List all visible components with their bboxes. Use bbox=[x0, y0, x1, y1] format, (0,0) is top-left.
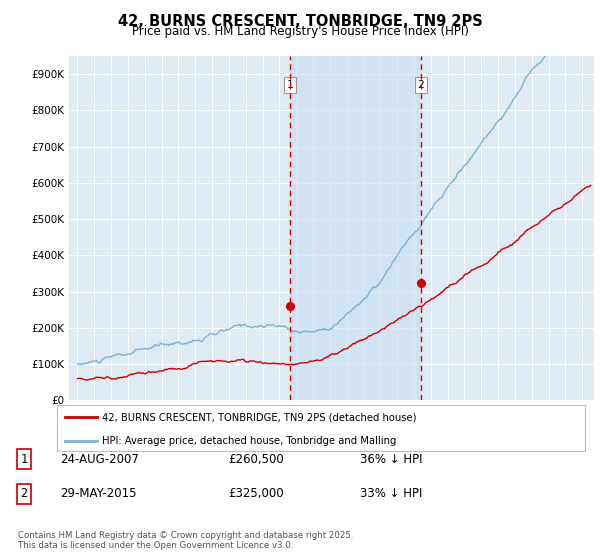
Text: HPI: Average price, detached house, Tonbridge and Malling: HPI: Average price, detached house, Tonb… bbox=[102, 436, 396, 446]
Text: Contains HM Land Registry data © Crown copyright and database right 2025.
This d: Contains HM Land Registry data © Crown c… bbox=[18, 531, 353, 550]
Text: £325,000: £325,000 bbox=[228, 487, 284, 501]
Text: 42, BURNS CRESCENT, TONBRIDGE, TN9 2PS: 42, BURNS CRESCENT, TONBRIDGE, TN9 2PS bbox=[118, 14, 482, 29]
Text: 29-MAY-2015: 29-MAY-2015 bbox=[60, 487, 137, 501]
Text: 2: 2 bbox=[418, 80, 424, 90]
Text: 1: 1 bbox=[287, 80, 293, 90]
Bar bbox=[290, 56, 421, 400]
Text: 33% ↓ HPI: 33% ↓ HPI bbox=[360, 487, 422, 501]
Text: £260,500: £260,500 bbox=[228, 452, 284, 466]
Text: 24-AUG-2007: 24-AUG-2007 bbox=[60, 452, 139, 466]
Text: 42, BURNS CRESCENT, TONBRIDGE, TN9 2PS (detached house): 42, BURNS CRESCENT, TONBRIDGE, TN9 2PS (… bbox=[102, 412, 416, 422]
Text: 2: 2 bbox=[20, 487, 28, 501]
Text: Price paid vs. HM Land Registry's House Price Index (HPI): Price paid vs. HM Land Registry's House … bbox=[131, 25, 469, 38]
Text: 1: 1 bbox=[20, 452, 28, 466]
Text: 36% ↓ HPI: 36% ↓ HPI bbox=[360, 452, 422, 466]
